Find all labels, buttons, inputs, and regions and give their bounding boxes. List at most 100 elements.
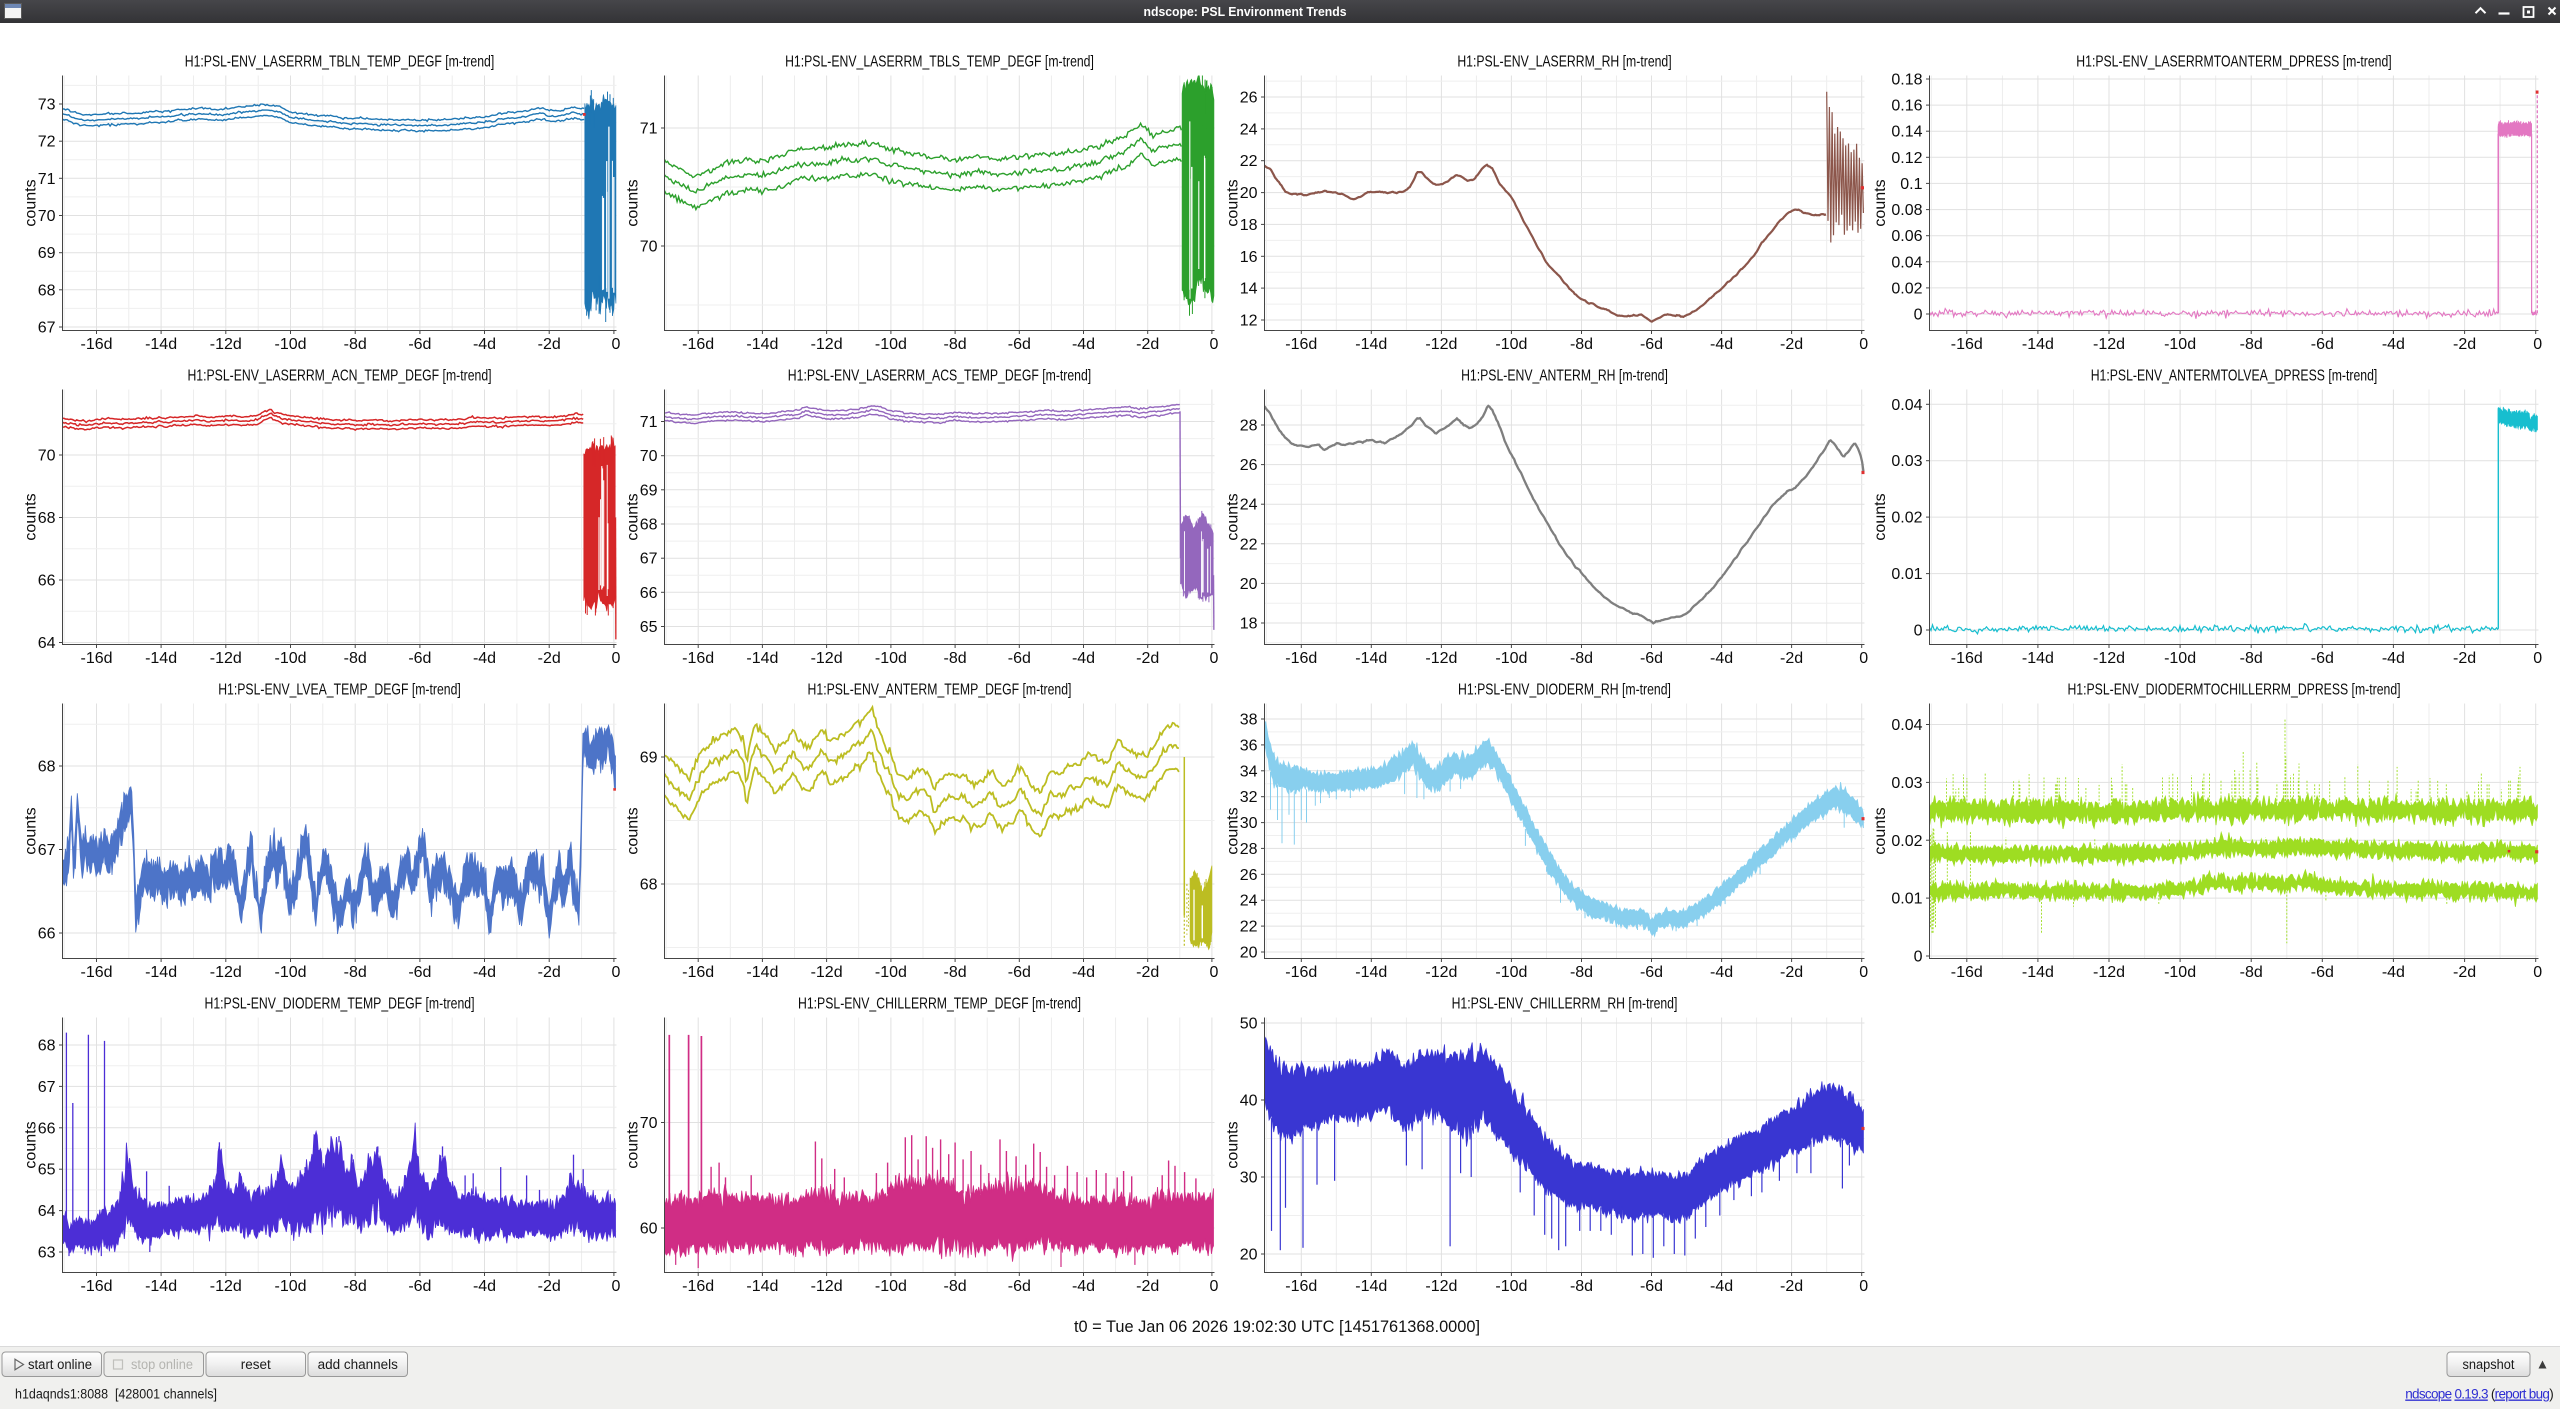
- svg-text:h1daqnds1:8088 [428001 channe: h1daqnds1:8088 [428001 channels]: [15, 1387, 217, 1402]
- svg-text:-10d: -10d: [875, 1278, 907, 1295]
- svg-text:18: 18: [1240, 616, 1258, 633]
- svg-text:-6d: -6d: [1008, 336, 1031, 353]
- svg-text:counts: counts: [23, 807, 40, 854]
- svg-text:67: 67: [38, 320, 56, 337]
- svg-text:70: 70: [640, 1115, 658, 1132]
- svg-text:0: 0: [1859, 336, 1868, 353]
- svg-text:72: 72: [38, 134, 56, 151]
- svg-text:0: 0: [1859, 650, 1868, 667]
- svg-text:-10d: -10d: [875, 336, 907, 353]
- svg-text:-8d: -8d: [2240, 650, 2263, 667]
- svg-text:-4d: -4d: [2382, 650, 2405, 667]
- svg-text:0: 0: [2533, 650, 2542, 667]
- svg-text:-6d: -6d: [408, 964, 431, 981]
- svg-text:71: 71: [640, 414, 658, 431]
- svg-text:-10d: -10d: [274, 964, 306, 981]
- svg-text:counts: counts: [625, 179, 642, 226]
- svg-text:-8d: -8d: [1570, 650, 1593, 667]
- svg-text:-4d: -4d: [473, 650, 496, 667]
- svg-text:65: 65: [38, 1162, 56, 1179]
- svg-text:-12d: -12d: [210, 650, 242, 667]
- svg-text:-2d: -2d: [1780, 1278, 1803, 1295]
- svg-text:0: 0: [1209, 964, 1218, 981]
- svg-text:68: 68: [38, 1038, 56, 1055]
- svg-text:-10d: -10d: [1495, 650, 1527, 667]
- svg-text:0: 0: [1859, 1278, 1868, 1295]
- svg-text:-8d: -8d: [944, 964, 967, 981]
- svg-text:36: 36: [1240, 737, 1258, 754]
- svg-text:65: 65: [640, 619, 658, 636]
- svg-text:28: 28: [1240, 418, 1258, 435]
- svg-text:0.14: 0.14: [1891, 124, 1922, 141]
- svg-text:-14d: -14d: [746, 964, 778, 981]
- svg-text:-8d: -8d: [344, 650, 367, 667]
- svg-text:-8d: -8d: [944, 1278, 967, 1295]
- svg-text:68: 68: [38, 510, 56, 527]
- svg-text:0: 0: [611, 336, 620, 353]
- svg-text:-6d: -6d: [1640, 650, 1663, 667]
- svg-text:H1:PSL-ENV_DIODERM_RH [m-trend: H1:PSL-ENV_DIODERM_RH [m-trend]: [1458, 682, 1671, 699]
- svg-text:0: 0: [1914, 623, 1923, 640]
- svg-text:70: 70: [640, 239, 658, 256]
- svg-text:0: 0: [1209, 1278, 1218, 1295]
- svg-text:-12d: -12d: [1425, 1278, 1457, 1295]
- svg-text:32: 32: [1240, 789, 1258, 806]
- svg-text:start online: start online: [28, 1357, 92, 1372]
- svg-text:-16d: -16d: [682, 1278, 714, 1295]
- svg-text:H1:PSL-ENV_ANTERM_TEMP_DEGF [m: H1:PSL-ENV_ANTERM_TEMP_DEGF [m-trend]: [808, 682, 1072, 699]
- svg-text:14: 14: [1240, 281, 1258, 298]
- svg-text:24: 24: [1240, 893, 1258, 910]
- svg-text:0.03: 0.03: [1891, 775, 1922, 792]
- svg-text:-4d: -4d: [1710, 650, 1733, 667]
- svg-text:0.03: 0.03: [1891, 453, 1922, 470]
- svg-text:20: 20: [1240, 1247, 1258, 1264]
- svg-text:18: 18: [1240, 217, 1258, 234]
- svg-text:-6d: -6d: [1640, 964, 1663, 981]
- svg-text:-2d: -2d: [2453, 336, 2476, 353]
- svg-text:0.01: 0.01: [1891, 566, 1922, 583]
- svg-text:26: 26: [1240, 867, 1258, 884]
- svg-text:0.1: 0.1: [1900, 176, 1922, 193]
- svg-text:22: 22: [1240, 153, 1258, 170]
- svg-text:-10d: -10d: [875, 964, 907, 981]
- svg-text:-14d: -14d: [1355, 336, 1387, 353]
- svg-text:-6d: -6d: [1640, 1278, 1663, 1295]
- svg-text:counts: counts: [23, 179, 40, 226]
- svg-text:-16d: -16d: [1951, 336, 1983, 353]
- svg-text:-2d: -2d: [1780, 964, 1803, 981]
- svg-text:-6d: -6d: [1640, 336, 1663, 353]
- svg-text:stop online: stop online: [131, 1357, 193, 1372]
- svg-text:-8d: -8d: [344, 1278, 367, 1295]
- svg-text:70: 70: [38, 208, 56, 225]
- svg-text:70: 70: [38, 448, 56, 465]
- svg-text:-12d: -12d: [1425, 336, 1457, 353]
- svg-text:H1:PSL-ENV_ANTERM_RH [m-trend]: H1:PSL-ENV_ANTERM_RH [m-trend]: [1461, 368, 1668, 385]
- svg-text:counts: counts: [1225, 493, 1242, 540]
- svg-text:-10d: -10d: [274, 1278, 306, 1295]
- svg-text:counts: counts: [1225, 179, 1242, 226]
- svg-text:-16d: -16d: [1285, 964, 1317, 981]
- svg-text:H1:PSL-ENV_LASERRM_ACN_TEMP_DE: H1:PSL-ENV_LASERRM_ACN_TEMP_DEGF [m-tren…: [187, 368, 491, 385]
- svg-text:-4d: -4d: [473, 1278, 496, 1295]
- svg-text:20: 20: [1240, 945, 1258, 962]
- svg-text:-12d: -12d: [811, 336, 843, 353]
- svg-text:-12d: -12d: [811, 1278, 843, 1295]
- svg-text:69: 69: [640, 482, 658, 499]
- svg-text:-2d: -2d: [1136, 650, 1159, 667]
- svg-text:0.01: 0.01: [1891, 891, 1922, 908]
- svg-text:20: 20: [1240, 576, 1258, 593]
- svg-text:0: 0: [1914, 949, 1923, 966]
- svg-text:0.02: 0.02: [1891, 833, 1922, 850]
- svg-text:-4d: -4d: [1072, 336, 1095, 353]
- svg-text:0: 0: [1859, 964, 1868, 981]
- svg-text:-10d: -10d: [1495, 964, 1527, 981]
- svg-text:26: 26: [1240, 90, 1258, 107]
- svg-text:-4d: -4d: [1710, 1278, 1733, 1295]
- svg-text:-8d: -8d: [1570, 336, 1593, 353]
- svg-text:70: 70: [640, 448, 658, 465]
- svg-text:counts: counts: [625, 1121, 642, 1168]
- svg-text:24: 24: [1240, 497, 1258, 514]
- svg-text:67: 67: [38, 1079, 56, 1096]
- svg-text:-8d: -8d: [2240, 964, 2263, 981]
- svg-text:-10d: -10d: [2164, 964, 2196, 981]
